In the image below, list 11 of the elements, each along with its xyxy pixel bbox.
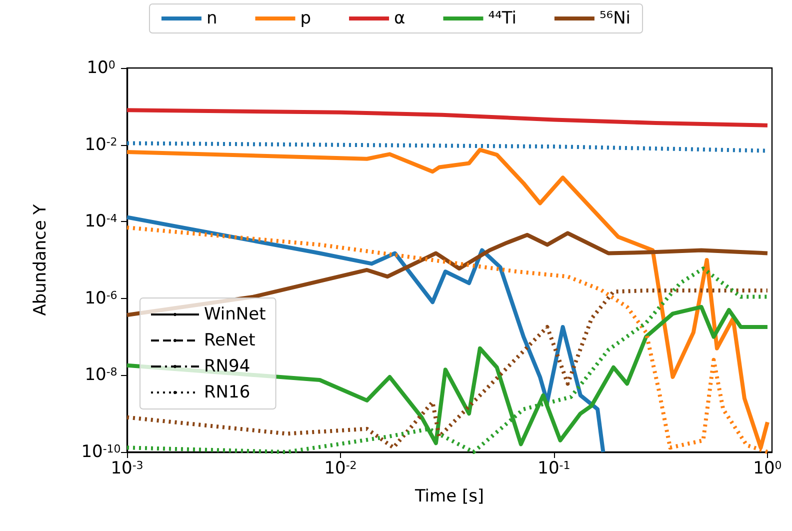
legend-label: RN16 (204, 382, 250, 402)
legend-label: RN94 (204, 356, 250, 376)
legend-label: ReNet (204, 330, 256, 350)
legend-label: ⁴⁴Ti (488, 8, 516, 28)
y-axis-title: Abundance Y (30, 204, 50, 316)
legend-label: WinNet (204, 304, 266, 324)
legend-label: n (206, 8, 218, 28)
legend-label: ⁵⁶Ni (599, 8, 631, 28)
legend-label: p (300, 8, 312, 28)
legend-label: α (394, 8, 406, 28)
x-axis-title: Time [s] (414, 486, 484, 506)
